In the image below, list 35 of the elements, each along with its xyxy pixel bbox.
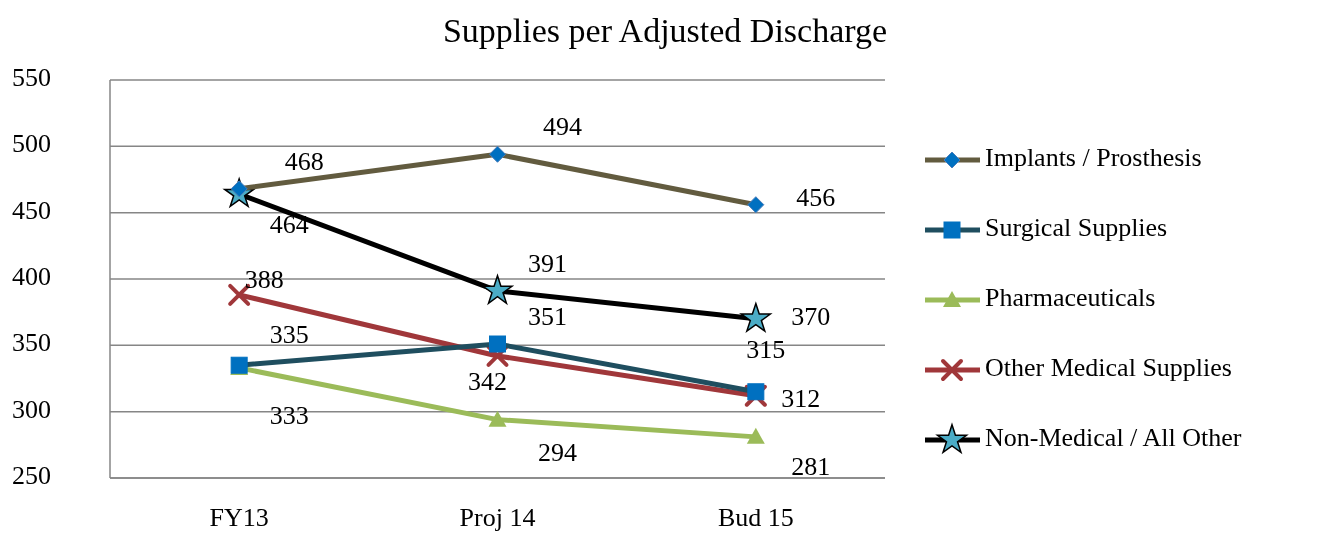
legend-label: Non-Medical / All Other: [985, 422, 1242, 452]
legend-label: Implants / Prosthesis: [985, 142, 1202, 172]
y-tick-label: 300: [12, 394, 51, 424]
x-tick-label: FY13: [209, 503, 269, 532]
point: [746, 427, 765, 444]
data-label: 370: [791, 301, 831, 331]
x-tick-label: Proj 14: [459, 503, 536, 532]
data-label: 494: [543, 112, 582, 142]
y-tick-label: 250: [12, 460, 51, 490]
data-label: 294: [538, 437, 577, 467]
point: [744, 384, 767, 407]
point: [482, 274, 513, 304]
data-label: 312: [781, 383, 821, 413]
y-tick-label: 400: [12, 261, 51, 291]
y-tick-label: 500: [12, 129, 51, 159]
legend-label: Surgical Supplies: [985, 212, 1168, 242]
data-label: 315: [746, 334, 786, 364]
point: [488, 410, 507, 427]
x-tick-label: Bud 15: [717, 503, 794, 532]
chart-title: Supplies per Adjusted Discharge: [442, 12, 888, 49]
data-label: 335: [269, 320, 309, 350]
data-label: 468: [284, 146, 324, 176]
legend-label: Other Medical Supplies: [985, 352, 1232, 382]
data-label: 281: [791, 451, 831, 481]
legend-label: Pharmaceuticals: [985, 282, 1156, 312]
y-tick-label: 550: [12, 62, 51, 92]
y-tick-label: 450: [12, 195, 51, 225]
y-tick-label: 350: [12, 328, 51, 358]
data-label: 391: [528, 248, 567, 278]
data-label: 333: [269, 400, 309, 430]
data-label: 351: [528, 301, 567, 331]
data-label: 456: [796, 182, 836, 212]
data-label: 388: [244, 264, 284, 294]
point: [740, 302, 772, 332]
data-label: 342: [468, 366, 507, 396]
